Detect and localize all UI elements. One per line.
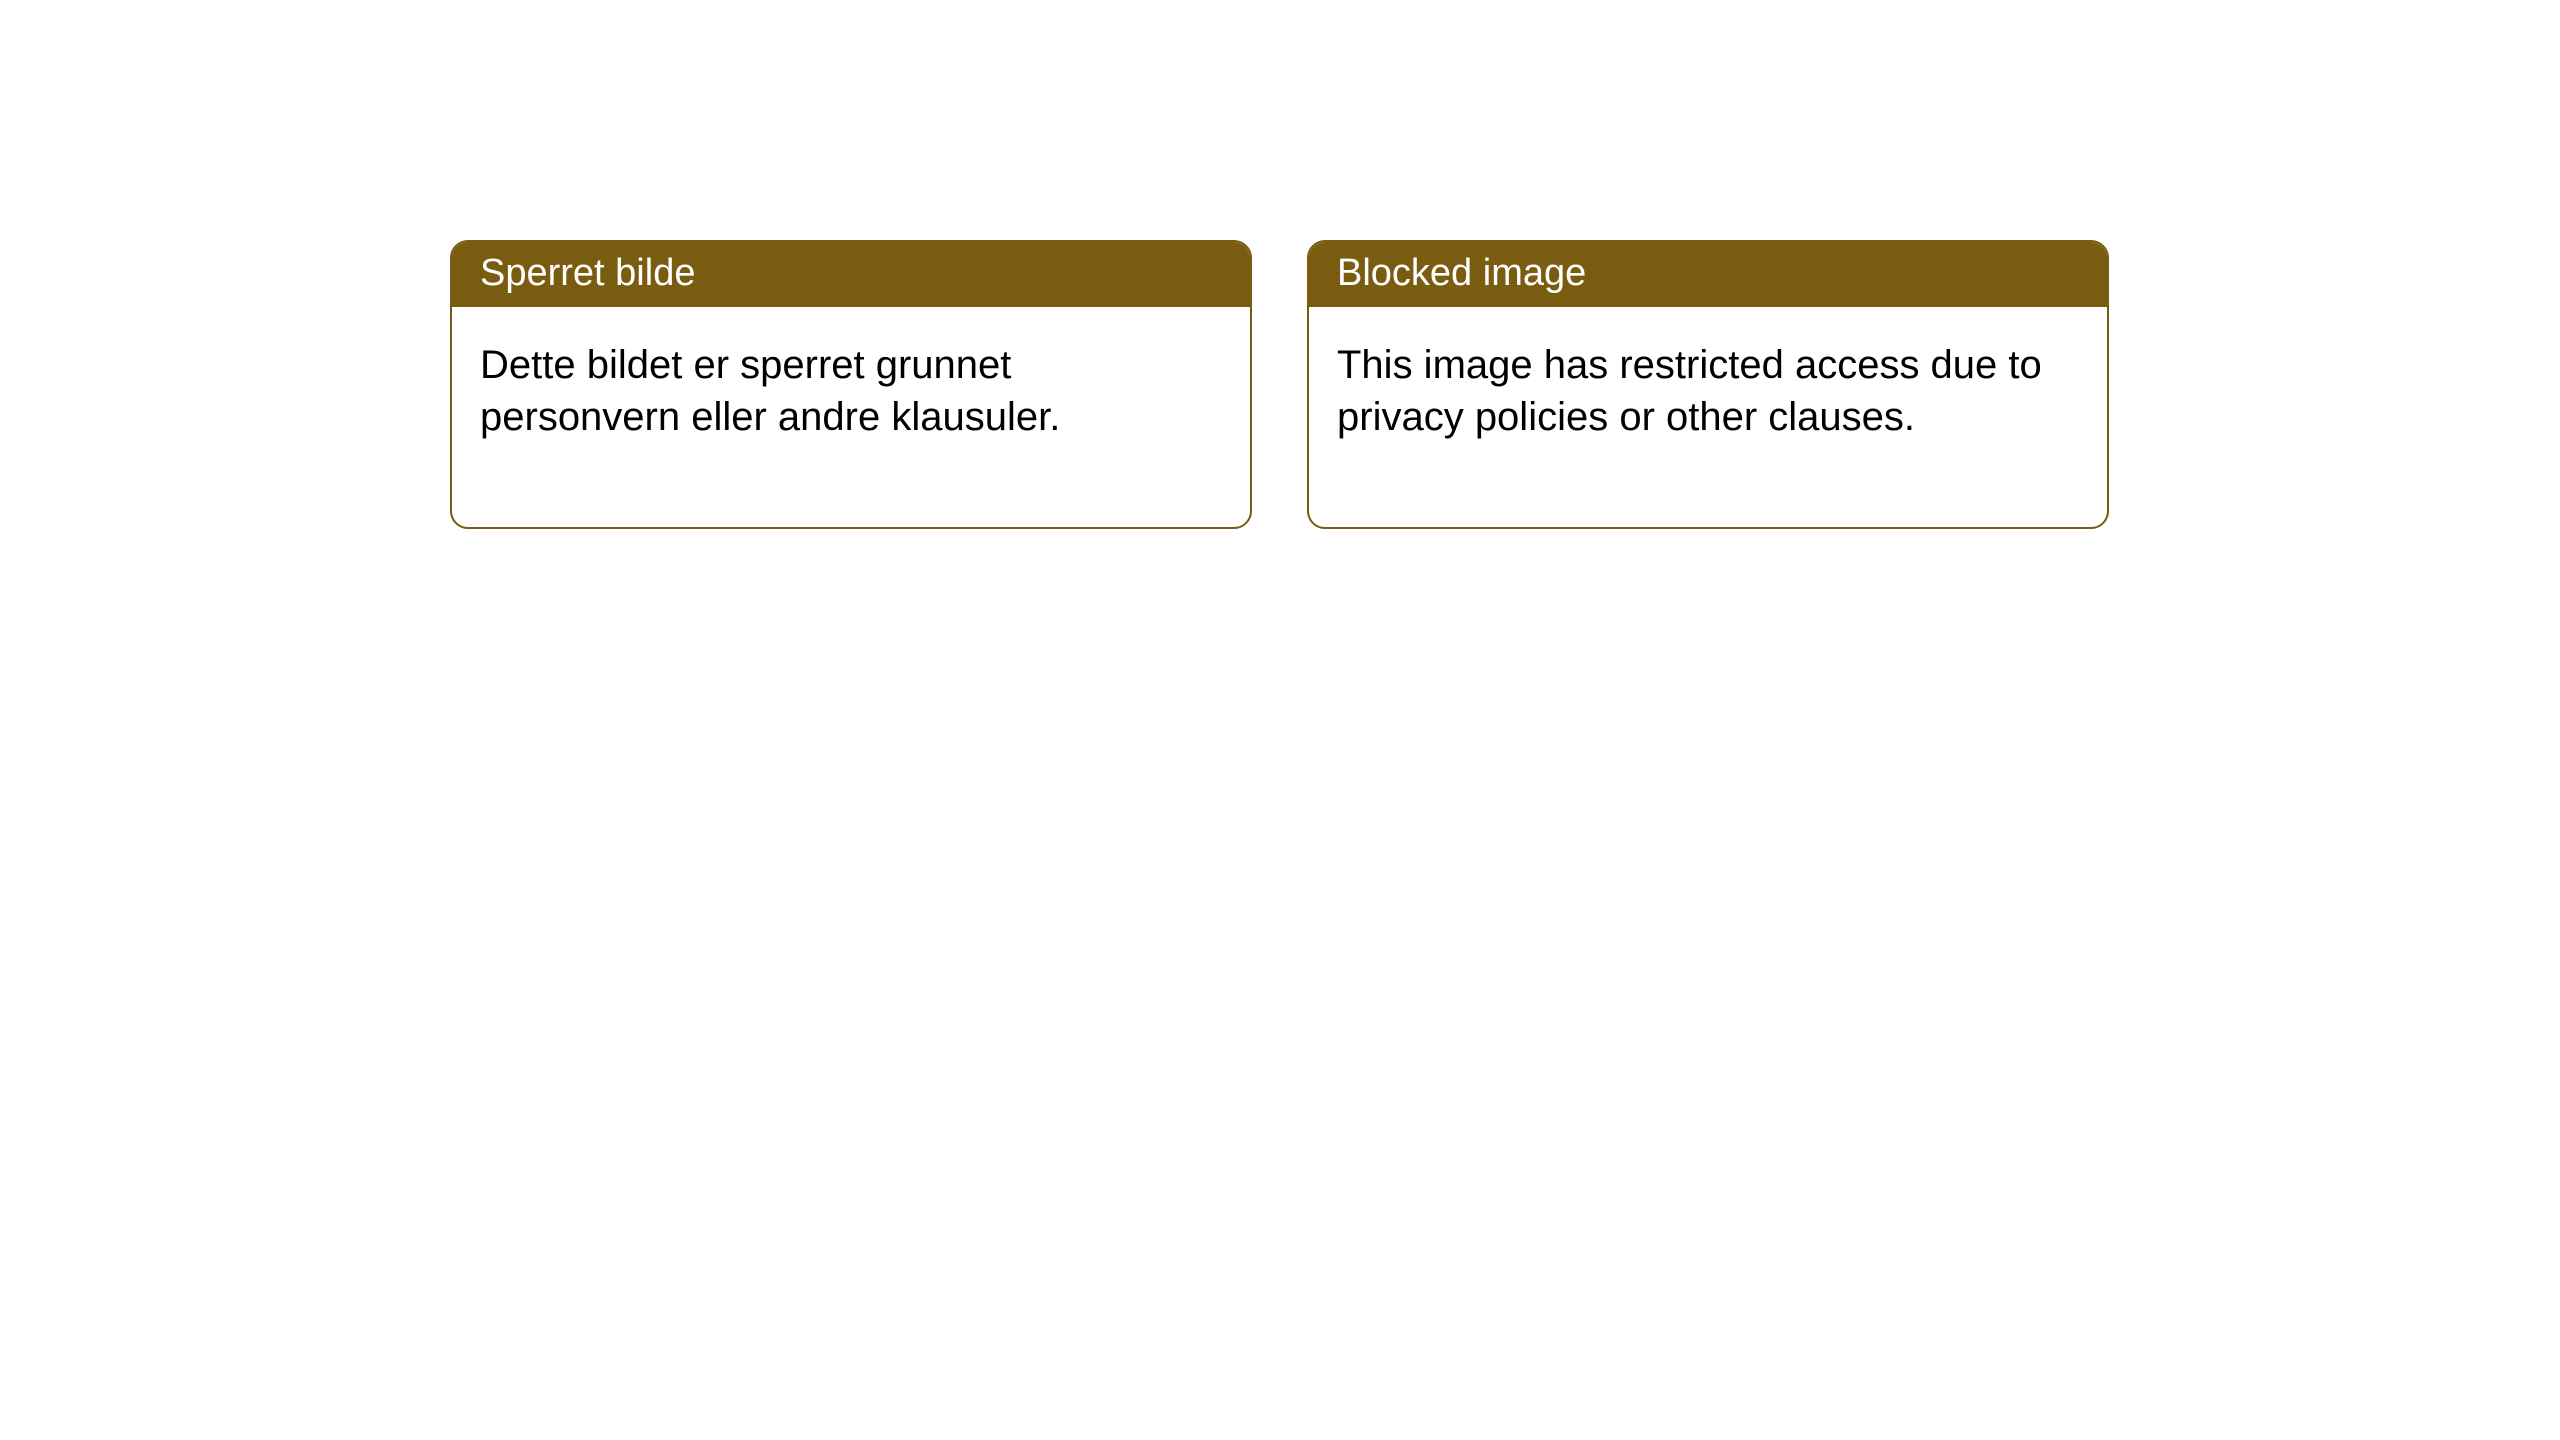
notice-box-english: Blocked image This image has restricted … xyxy=(1307,240,2109,529)
notice-body: Dette bildet er sperret grunnet personve… xyxy=(452,307,1250,527)
notice-container: Sperret bilde Dette bildet er sperret gr… xyxy=(450,240,2109,529)
notice-body: This image has restricted access due to … xyxy=(1309,307,2107,527)
notice-header: Blocked image xyxy=(1309,242,2107,307)
notice-box-norwegian: Sperret bilde Dette bildet er sperret gr… xyxy=(450,240,1252,529)
notice-header: Sperret bilde xyxy=(452,242,1250,307)
